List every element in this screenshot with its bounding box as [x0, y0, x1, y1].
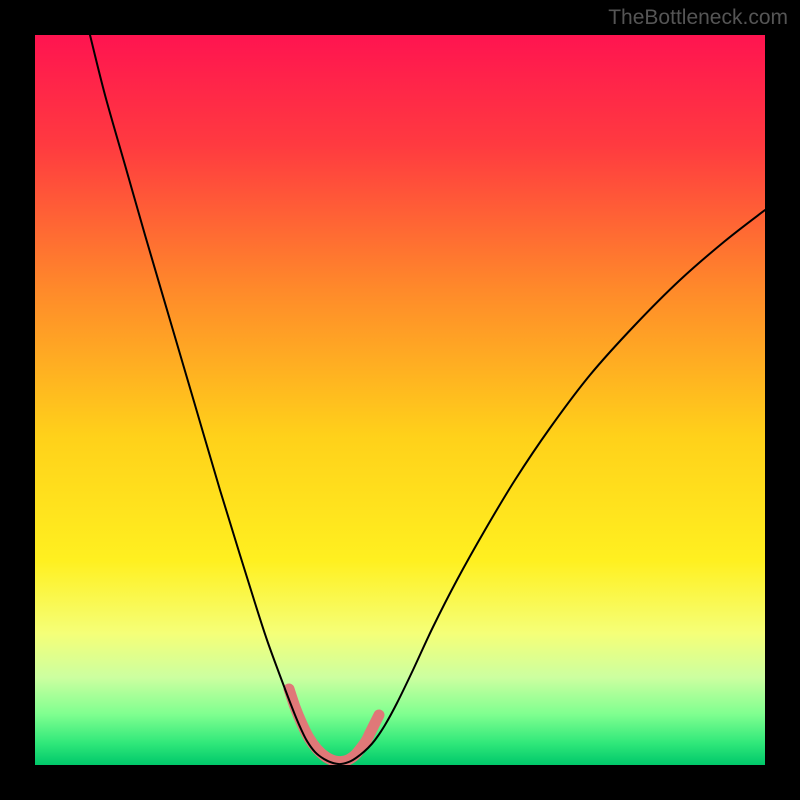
watermark-text: TheBottleneck.com — [608, 6, 788, 30]
chart-container: TheBottleneck.com — [0, 0, 800, 800]
bottleneck-curve — [90, 35, 765, 764]
plot-area — [35, 35, 765, 765]
curve-layer — [35, 35, 765, 765]
